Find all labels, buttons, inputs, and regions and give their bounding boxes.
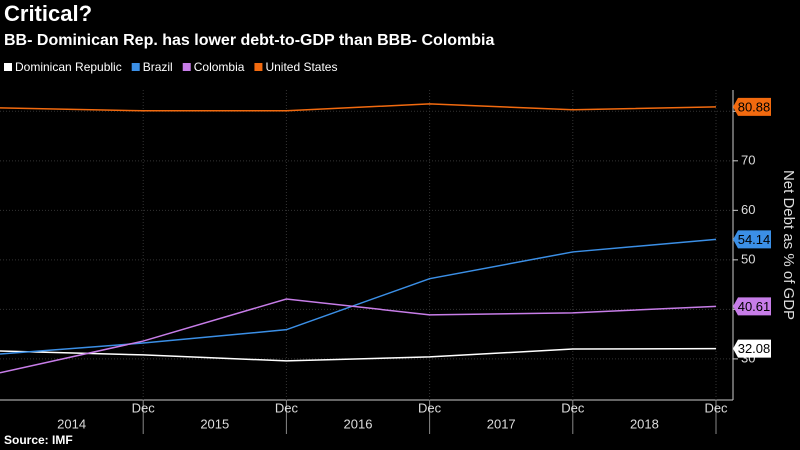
value-label-box xyxy=(733,297,771,316)
source: Source: IMF xyxy=(4,433,73,447)
chart-subtitle: BB- Dominican Rep. has lower debt-to-GDP… xyxy=(4,32,494,49)
line xyxy=(0,238,717,355)
legend-label: Colombia xyxy=(194,60,245,74)
y-tick-label: 70 xyxy=(741,152,755,167)
x-period-label: 2016 xyxy=(344,416,373,431)
value-label: 32.08 xyxy=(738,341,771,356)
x-period-label: 2015 xyxy=(200,416,229,431)
value-label: 80.88 xyxy=(738,99,771,114)
legend-label: Brazil xyxy=(143,60,173,74)
y-axis-label: Net Debt as % of GDP xyxy=(780,170,797,320)
y-tick-label: 60 xyxy=(741,202,755,217)
line xyxy=(0,103,717,112)
legend-label: Dominican Republic xyxy=(15,60,122,74)
y-tick-label: 50 xyxy=(741,251,755,266)
line xyxy=(0,347,717,362)
legend-swatch xyxy=(4,63,12,71)
chart-title: Critical? xyxy=(4,1,92,26)
legend-swatch xyxy=(182,63,191,71)
value-label: 40.61 xyxy=(738,299,771,314)
value-label-box xyxy=(733,230,771,249)
value-label-box xyxy=(733,339,771,358)
x-tick-label: Dec xyxy=(704,400,728,415)
x-tick-label: Dec xyxy=(275,400,299,415)
x-period-label: 2018 xyxy=(630,416,659,431)
x-tick-label: Dec xyxy=(561,400,585,415)
x-period-label: 2017 xyxy=(487,416,516,431)
legend-swatch xyxy=(254,63,263,71)
value-label-box xyxy=(733,97,771,116)
x-tick-label: Dec xyxy=(132,400,156,415)
x-tick-label: Dec xyxy=(418,400,442,415)
legend-label: United States xyxy=(265,60,337,74)
x-period-label: 2014 xyxy=(57,416,86,431)
legend-swatch xyxy=(131,63,140,71)
value-label: 54.14 xyxy=(738,232,771,247)
line xyxy=(0,298,717,374)
